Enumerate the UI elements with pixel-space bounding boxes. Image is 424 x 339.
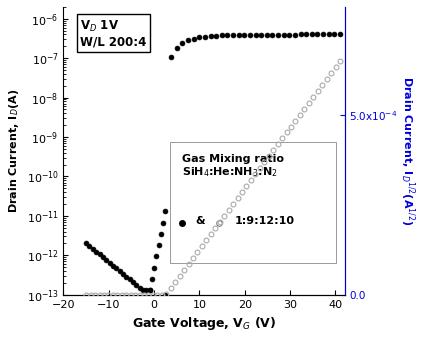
Text: 1:9:12:10: 1:9:12:10 [235,216,295,226]
Text: Gas Mixing ratio
SiH$_4$:He:NH$_3$:N$_2$: Gas Mixing ratio SiH$_4$:He:NH$_3$:N$_2$ [181,154,284,179]
FancyBboxPatch shape [170,142,336,263]
X-axis label: Gate Voltage, V$_G$ (V): Gate Voltage, V$_G$ (V) [132,315,276,332]
Y-axis label: Drain Current, I$_D$(A): Drain Current, I$_D$(A) [7,89,21,213]
Text: &: & [195,216,205,226]
Text: V$_D$ 1V
W/L 200:4: V$_D$ 1V W/L 200:4 [80,18,147,48]
Y-axis label: Drain Current, I$_D$$^{1/2}$(A$^{1/2}$): Drain Current, I$_D$$^{1/2}$(A$^{1/2}$) [399,76,417,225]
